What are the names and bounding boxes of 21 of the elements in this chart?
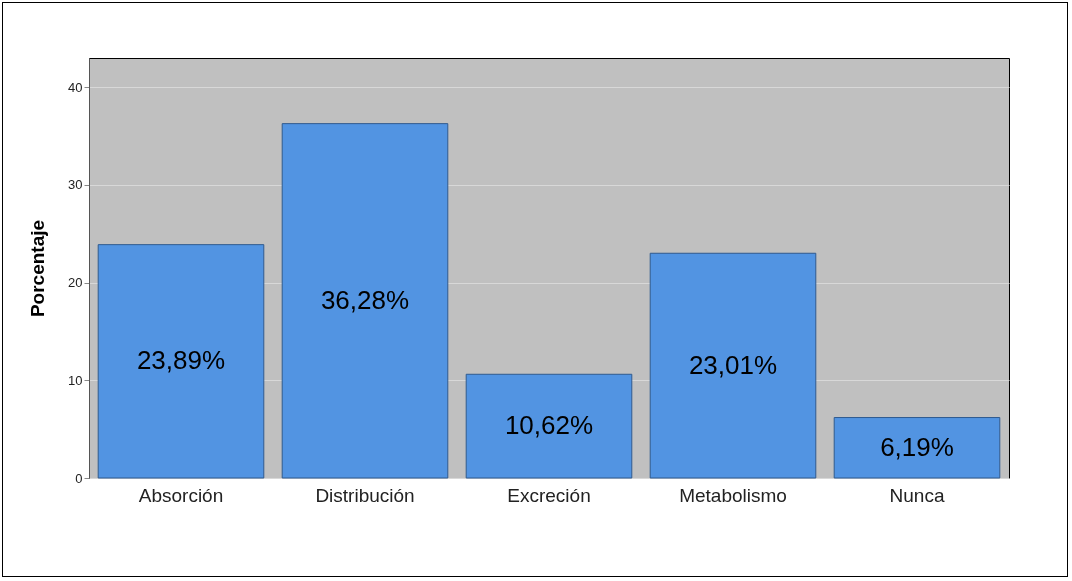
bar: [97, 244, 265, 479]
y-tick-label: 20: [68, 275, 83, 291]
data-label: 23,89%: [136, 345, 226, 376]
x-tick-label: Nunca: [889, 484, 945, 506]
y-axis-title: Porcentaje: [27, 219, 49, 318]
y-tick-label: 30: [68, 177, 83, 193]
x-tick-label: Metabolismo: [679, 484, 787, 506]
data-label: 23,01%: [688, 349, 778, 380]
bar: [833, 417, 1001, 479]
x-tick-label: Excreción: [507, 484, 591, 506]
bar: [465, 373, 633, 479]
y-tick-label: 10: [68, 372, 83, 388]
bar: [649, 252, 817, 479]
data-label: 36,28%: [320, 284, 410, 315]
x-tick-label: Distribución: [315, 484, 415, 506]
y-tick-label: 0: [75, 470, 83, 486]
data-label: 10,62%: [504, 410, 594, 441]
bar: [281, 123, 449, 479]
y-tick-label: 40: [68, 79, 83, 95]
data-label: 6,19%: [880, 431, 954, 462]
x-tick-label: Absorción: [138, 484, 224, 506]
